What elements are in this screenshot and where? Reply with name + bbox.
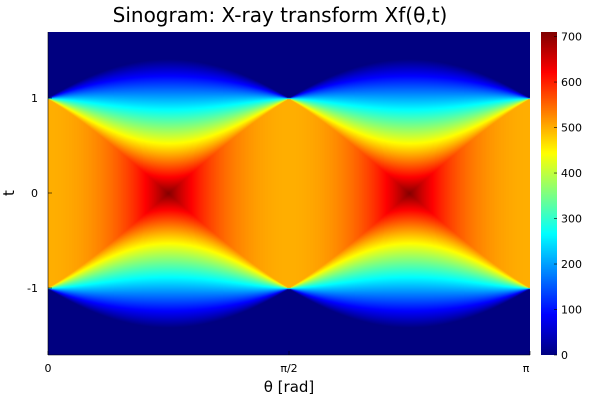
colorbar-tick-label: 400 [561,167,582,180]
y-tick-label: -1 [27,282,38,295]
chart-title: Sinogram: X-ray transform Xf(θ,t) [113,3,448,27]
x-tick-label: π [523,362,530,375]
colorbar-tick-label: 500 [561,122,582,135]
colorbar-tick-label: 700 [561,31,582,44]
colorbar-tick-label: 600 [561,76,582,89]
y-axis: 1 0 -1 t [0,32,52,355]
x-axis: 0 π/2 π θ [rad] [45,351,531,396]
colorbar: 0 100 200 300 400 500 600 700 [541,31,582,362]
y-tick-label: 1 [31,92,38,105]
colorbar-tick-label: 0 [561,349,568,362]
colorbar-gradient [541,32,557,355]
x-tick-label: π/2 [280,362,297,375]
heatmap-image [48,32,530,355]
colorbar-tick-label: 100 [561,304,582,317]
colorbar-ticks: 0 100 200 300 400 500 600 700 [554,31,582,362]
x-axis-label: θ [rad] [264,378,315,396]
colorbar-tick-label: 200 [561,258,582,271]
y-axis-label: t [0,190,18,196]
colorbar-tick-label: 300 [561,213,582,226]
x-tick-label: 0 [45,362,52,375]
plot-area [48,32,530,355]
y-tick-label: 0 [31,187,38,200]
